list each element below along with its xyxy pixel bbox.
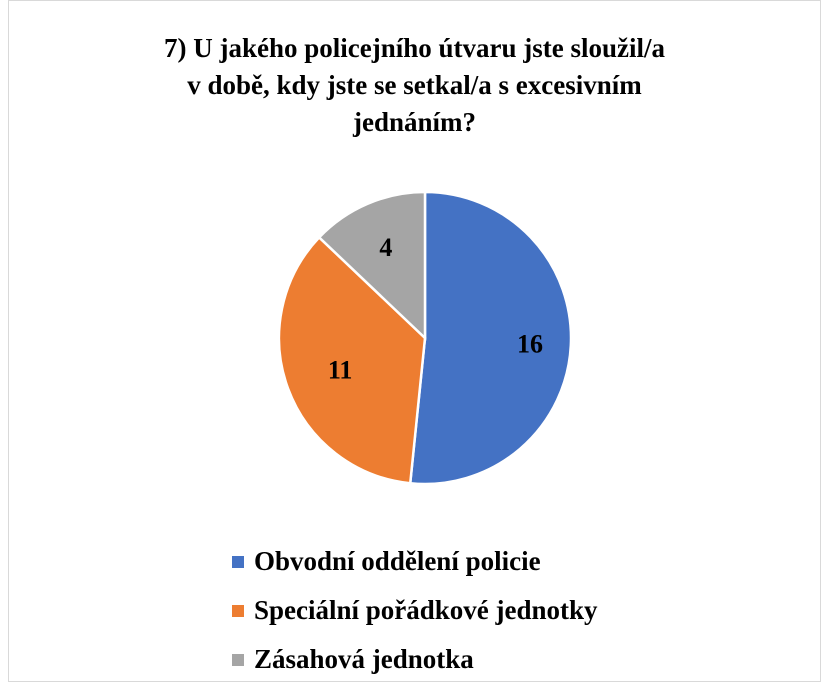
title-line-3: jednáním?: [352, 107, 477, 137]
data-label-zasahova: 4: [379, 233, 392, 262]
legend-swatch-specialni: [232, 604, 244, 617]
title-line-2: v době, kdy jste se setkal/a s excesivní…: [187, 70, 642, 100]
legend-swatch-zasahova: [232, 653, 244, 666]
pie-slice-obvodni: [408, 190, 573, 486]
chart-title: 7) U jakého policejního útvaru jste slou…: [0, 30, 829, 141]
pie-slice-zasahova: [317, 190, 427, 341]
legend-label-zasahova: Zásahová jednotka: [254, 644, 474, 674]
data-label-specialni: 11: [328, 355, 353, 384]
legend-item-zasahova: Zásahová jednotka: [232, 635, 598, 684]
data-label-obvodni: 16: [517, 329, 543, 358]
legend-item-obvodni: Obvodní oddělení policie: [232, 537, 598, 586]
legend-label-obvodni: Obvodní oddělení policie: [254, 546, 541, 576]
legend-label-specialni: Speciální pořádkové jednotky: [254, 595, 598, 625]
legend-swatch-obvodni: [232, 555, 244, 568]
legend: Obvodní oddělení policie Speciální pořád…: [232, 537, 598, 684]
pie-slice-specialni: [277, 235, 427, 485]
legend-item-specialni: Speciální pořádkové jednotky: [232, 586, 598, 635]
title-line-1: 7) U jakého policejního útvaru jste slou…: [163, 33, 665, 63]
